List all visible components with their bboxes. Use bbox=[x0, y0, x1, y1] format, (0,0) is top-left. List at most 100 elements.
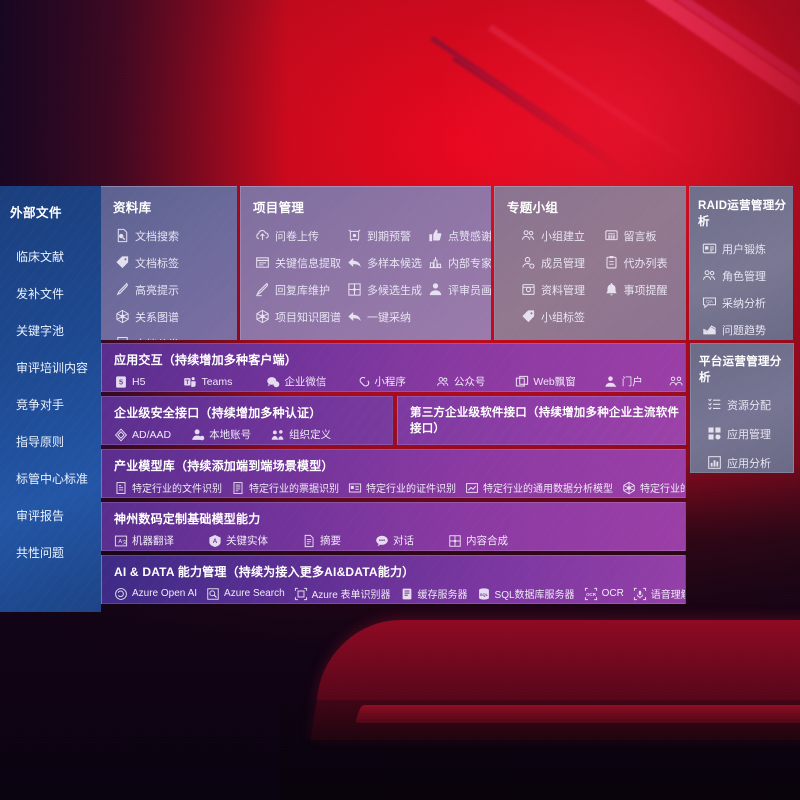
proj-item-reviewer-profile[interactable]: 评审员画像 bbox=[428, 278, 491, 301]
team-item-item-reminder[interactable]: 事项提醒 bbox=[604, 278, 681, 301]
team-item-group-create[interactable]: 小组建立 bbox=[521, 224, 598, 247]
chip-label: Azure Open AI bbox=[132, 588, 198, 599]
chip-receipt-recognition[interactable]: 特定行业的票据识别 bbox=[231, 480, 339, 495]
row-title-ai-data-capability: AI & DATA 能力管理（持续为接入更多AI&DATA能力） bbox=[114, 565, 415, 579]
chip-file-recognition[interactable]: 特定行业的文件识别 bbox=[114, 480, 222, 495]
plat-label: 资源分配 bbox=[727, 399, 771, 412]
sidebar-item-standards-center[interactable]: 标管中心标准 bbox=[16, 472, 89, 486]
sidebar-item-supplement-docs[interactable]: 发补文件 bbox=[16, 287, 65, 301]
sidebar-item-keyword-pool[interactable]: 关键字池 bbox=[16, 324, 65, 338]
speech-understanding-icon bbox=[633, 587, 647, 601]
team-item-member-management[interactable]: 成员管理 bbox=[521, 251, 598, 274]
proj-item-multi-sample-candidate[interactable]: 多样本候选 bbox=[347, 251, 422, 274]
chip-label: 特定行业的通用知识图谱模型 bbox=[640, 484, 685, 495]
chip-azure-form-recognizer[interactable]: Azure 表单识别器 bbox=[294, 586, 391, 601]
team-item-message-board[interactable]: 留言板 bbox=[604, 224, 681, 247]
proj-item-multi-candidate-generate[interactable]: 多候选生成 bbox=[347, 278, 422, 301]
kb-item-document-classify[interactable]: 文档分类 bbox=[115, 332, 231, 340]
kb-item-highlight-hint[interactable]: 高亮提示 bbox=[115, 278, 231, 301]
kb-item-document-search[interactable]: 文档搜索 bbox=[115, 224, 231, 247]
chip-official-account[interactable]: 公众号 bbox=[436, 374, 485, 389]
sidebar-title: 外部文件 bbox=[10, 206, 63, 220]
chip-azure-open-ai[interactable]: Azure Open AI bbox=[114, 587, 197, 601]
chip-label: 对话 bbox=[393, 535, 414, 547]
plat-label: 应用分析 bbox=[727, 457, 771, 470]
chip-portal[interactable]: 门户 bbox=[604, 374, 643, 389]
sidebar-item-guidelines[interactable]: 指导原则 bbox=[16, 435, 65, 449]
chip-wecom[interactable]: 企业微信 bbox=[266, 374, 326, 389]
raid-item-user-training[interactable]: 用户锻炼 bbox=[702, 237, 787, 260]
chip-h5[interactable]: 5 H5 bbox=[114, 375, 145, 389]
pen-edit-icon bbox=[255, 282, 270, 297]
team-item-group-tag[interactable]: 小组标签 bbox=[521, 305, 598, 328]
chip-content-synthesis[interactable]: 内容合成 bbox=[448, 533, 508, 548]
document-search-icon bbox=[115, 228, 130, 243]
panel-project-management: 项目管理 问卷上传 到期预警 点赞感谢 bbox=[240, 186, 491, 340]
chip-teams[interactable]: Teams bbox=[183, 375, 232, 389]
chip-id-recognition[interactable]: 特定行业的证件识别 bbox=[348, 480, 456, 495]
kb-item-document-tag[interactable]: 文档标签 bbox=[115, 251, 231, 274]
raid-item-adoption-analysis[interactable]: QA 采纳分析 bbox=[702, 291, 787, 314]
proj-label: 多样本候选 bbox=[367, 257, 422, 270]
proj-item-like-thanks[interactable]: 点赞感谢 bbox=[428, 224, 491, 247]
plat-item-app-management[interactable]: 应用管理 bbox=[707, 422, 787, 445]
chip-sql-database[interactable]: SQL SQL数据库服务器 bbox=[477, 586, 575, 601]
panel-title-knowledge-base: 资料库 bbox=[113, 201, 152, 215]
chip-web-popup[interactable]: Web飘窗 bbox=[515, 374, 576, 389]
proj-item-expiry-alert[interactable]: 到期预警 bbox=[347, 224, 422, 247]
kb-item-relation-graph[interactable]: 关系图谱 bbox=[115, 305, 231, 328]
sidebar-item-common-issues[interactable]: 共性问题 bbox=[16, 546, 65, 560]
sidebar-item-competitors[interactable]: 竞争对手 bbox=[16, 398, 65, 412]
chip-speech-understanding[interactable]: 语音理解 bbox=[633, 586, 685, 601]
chip-label: OCR bbox=[601, 588, 624, 599]
chip-key-entity[interactable]: A 关键实体 bbox=[208, 533, 268, 548]
raid-label: 角色管理 bbox=[722, 270, 766, 283]
proj-item-project-knowledge-graph[interactable]: 项目知识图谱 bbox=[255, 305, 341, 328]
proj-item-key-info-extract[interactable]: 关键信息提取 bbox=[255, 251, 341, 274]
proj-item-one-click-adopt[interactable]: 一键采纳 bbox=[347, 305, 422, 328]
checklist-icon bbox=[707, 397, 722, 412]
plat-item-app-analysis[interactable]: 应用分析 bbox=[707, 451, 787, 472]
chip-miniprogram[interactable]: 小程序 bbox=[356, 374, 406, 389]
chip-label: 机器翻译 bbox=[132, 535, 174, 547]
portal-user-icon bbox=[604, 375, 618, 389]
chip-data-analysis-model[interactable]: 特定行业的通用数据分析模型 bbox=[465, 480, 613, 495]
ai-data-chips: Azure Open AI Azure Search Azure 表单识别器 缓… bbox=[102, 586, 685, 601]
cache-server-icon bbox=[400, 587, 414, 601]
sidebar-item-clinical-literature[interactable]: 临床文献 bbox=[16, 250, 65, 264]
official-account-icon bbox=[436, 375, 450, 389]
chip-ocr[interactable]: OCR OCR bbox=[584, 587, 624, 601]
kb-label: 关系图谱 bbox=[135, 311, 179, 324]
proj-item-internal-expert-ranking[interactable]: 内部专家排名 bbox=[428, 251, 491, 274]
chip-local-account[interactable]: 本地账号 bbox=[191, 427, 251, 442]
chip-knowledge-graph-model[interactable]: 特定行业的通用知识图谱模型 bbox=[622, 480, 685, 495]
team-item-todo-list[interactable]: 代办列表 bbox=[604, 251, 681, 274]
plat-item-resource-allocation[interactable]: 资源分配 bbox=[707, 393, 787, 416]
graph-network-icon bbox=[255, 309, 270, 324]
raid-item-issue-trend[interactable]: 问题趋势 bbox=[702, 318, 787, 340]
sidebar-item-review-report[interactable]: 审评报告 bbox=[16, 509, 65, 523]
sidebar-item-review-training[interactable]: 审评培训内容 bbox=[16, 361, 89, 375]
chip-cache-server[interactable]: 缓存服务器 bbox=[400, 586, 468, 601]
chip-summary[interactable]: 摘要 bbox=[302, 533, 341, 548]
chip-api-designer[interactable]: API自动化设计器 bbox=[410, 442, 508, 444]
chip-label: H5 bbox=[132, 375, 146, 388]
raid-item-role-management[interactable]: 角色管理 bbox=[702, 264, 787, 287]
proj-label: 内部专家排名 bbox=[448, 257, 491, 270]
proj-item-reply-library-maintain[interactable]: 回复库维护 bbox=[255, 278, 341, 301]
row-title-app-interaction: 应用交互（持续增加多种客户端） bbox=[114, 353, 298, 367]
panel-knowledge-base: 资料库 文档搜索 文档标签 高亮提示 bbox=[101, 186, 237, 340]
chip-dialog[interactable]: 对话 bbox=[669, 374, 685, 389]
content-merge-icon bbox=[448, 534, 462, 548]
proj-item-questionnaire-upload[interactable]: 问卷上传 bbox=[255, 224, 341, 247]
summary-doc-icon bbox=[302, 534, 316, 548]
team-item-material-management[interactable]: 资料管理 bbox=[521, 278, 598, 301]
chip-org-definition[interactable]: 组织定义 bbox=[271, 427, 331, 442]
chip-dialog[interactable]: 对话 bbox=[375, 533, 414, 548]
proj-label: 评审员画像 bbox=[448, 284, 491, 297]
ranking-bars-icon bbox=[428, 255, 443, 270]
chip-ad-aad[interactable]: AD/AAD bbox=[114, 428, 171, 442]
chip-azure-search[interactable]: Azure Search bbox=[206, 587, 285, 601]
